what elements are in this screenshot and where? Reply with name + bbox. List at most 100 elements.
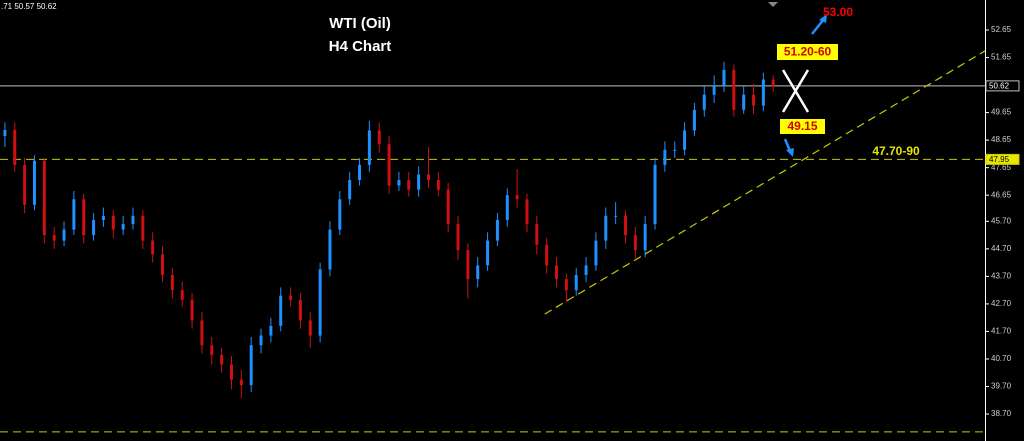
candle-body <box>308 320 312 336</box>
candle-body <box>436 180 440 190</box>
marker-triangle <box>768 2 778 7</box>
arrow-head <box>819 14 827 23</box>
arrow-down <box>783 138 792 152</box>
candle-body <box>683 130 687 150</box>
candle-body <box>594 240 598 266</box>
y-tick-label: 40.70 <box>991 354 1012 363</box>
trendline <box>544 50 986 315</box>
candle-body <box>633 235 637 251</box>
candle-body <box>151 240 155 255</box>
y-tick-label: 39.70 <box>991 382 1012 391</box>
candle-body <box>712 85 716 95</box>
y-tick-label: 48.65 <box>991 135 1012 144</box>
candle-body <box>259 335 263 346</box>
candle-body <box>131 215 135 225</box>
candle-body <box>653 164 657 225</box>
candle-body <box>476 265 480 280</box>
candle-body <box>141 215 145 241</box>
candle-body <box>72 199 76 230</box>
candle-body <box>614 215 618 217</box>
price-box <box>985 153 1020 165</box>
y-tick-label: 46.65 <box>991 190 1012 199</box>
candle-body <box>358 164 362 181</box>
candle-body <box>407 180 411 190</box>
candle-body <box>673 149 677 151</box>
support-zone-label: 47.70-90 <box>872 144 920 158</box>
candle-body <box>42 160 46 236</box>
candle-body <box>367 130 371 165</box>
candle-body <box>3 129 7 136</box>
candle-body <box>32 160 36 205</box>
candle-body <box>121 224 125 230</box>
candle-body <box>239 379 243 386</box>
candle-body <box>397 180 401 186</box>
candle-body <box>338 199 342 230</box>
candle-body <box>623 215 627 236</box>
candle-body <box>417 174 421 190</box>
candle-body <box>13 129 17 165</box>
candle-body <box>190 299 194 321</box>
candle-body <box>604 215 608 241</box>
y-tick-label: 38.70 <box>991 409 1012 418</box>
y-tick-label: 41.70 <box>991 327 1012 336</box>
candle-body <box>82 199 86 236</box>
candle-body <box>555 265 559 280</box>
resistance-label: 51.20-60 <box>784 45 832 59</box>
candle-body <box>328 229 332 270</box>
candle-body <box>466 250 470 280</box>
candle-body <box>298 299 302 321</box>
price-box <box>985 80 1020 92</box>
candle-body <box>495 219 499 241</box>
candle-body <box>348 180 352 200</box>
chart-title: WTI (Oil) <box>329 15 391 32</box>
y-tick-label: 49.65 <box>991 108 1012 117</box>
candle-body <box>210 345 214 355</box>
candle-body <box>456 224 460 251</box>
candle-body <box>752 94 756 106</box>
support-box <box>780 119 825 134</box>
y-tick-label: 42.70 <box>991 299 1012 308</box>
resistance-box <box>777 44 838 60</box>
candle-body <box>643 224 647 251</box>
chart-subtitle: H4 Chart <box>329 38 392 55</box>
y-tick-label: 51.65 <box>991 53 1012 62</box>
candle-body <box>101 215 105 220</box>
candle-body <box>702 94 706 110</box>
candle-body <box>771 79 775 86</box>
candle-body <box>426 174 430 181</box>
y-tick-label: 44.70 <box>991 244 1012 253</box>
plot <box>0 50 986 433</box>
candle-body <box>23 164 27 205</box>
candle-body <box>732 69 736 110</box>
price-box-label: 50.62 <box>989 81 1010 90</box>
candle-body <box>52 235 56 241</box>
candle-body <box>545 244 549 266</box>
candle-body <box>505 195 509 220</box>
candle-body <box>486 240 490 266</box>
candle-body <box>62 229 66 241</box>
target-label: 53.00 <box>823 5 853 19</box>
candle-body <box>269 325 273 336</box>
candle-body <box>170 275 174 291</box>
support-label: 49.15 <box>787 119 817 133</box>
candle-body <box>574 275 578 291</box>
candle-body <box>387 144 391 186</box>
arrow-head <box>786 148 794 157</box>
y-tick-label: 45.70 <box>991 216 1012 225</box>
candle-body <box>200 320 204 346</box>
price-box-label: 47.95 <box>989 155 1010 164</box>
candle-body <box>318 269 322 336</box>
candle-body <box>663 149 667 165</box>
cross <box>781 69 810 113</box>
price-axis: 52.65 51.65 49.65 48.65 47.65 46.65 45.70 44.70… <box>985 25 1020 418</box>
candle-body <box>525 199 529 225</box>
candle-body <box>92 219 96 236</box>
y-tick-label: 47.65 <box>991 163 1012 172</box>
y-tick-label: 43.70 <box>991 271 1012 280</box>
candle-body <box>535 224 539 245</box>
candle-body <box>692 109 696 131</box>
candle-body <box>584 265 588 276</box>
candle-body <box>515 195 519 200</box>
